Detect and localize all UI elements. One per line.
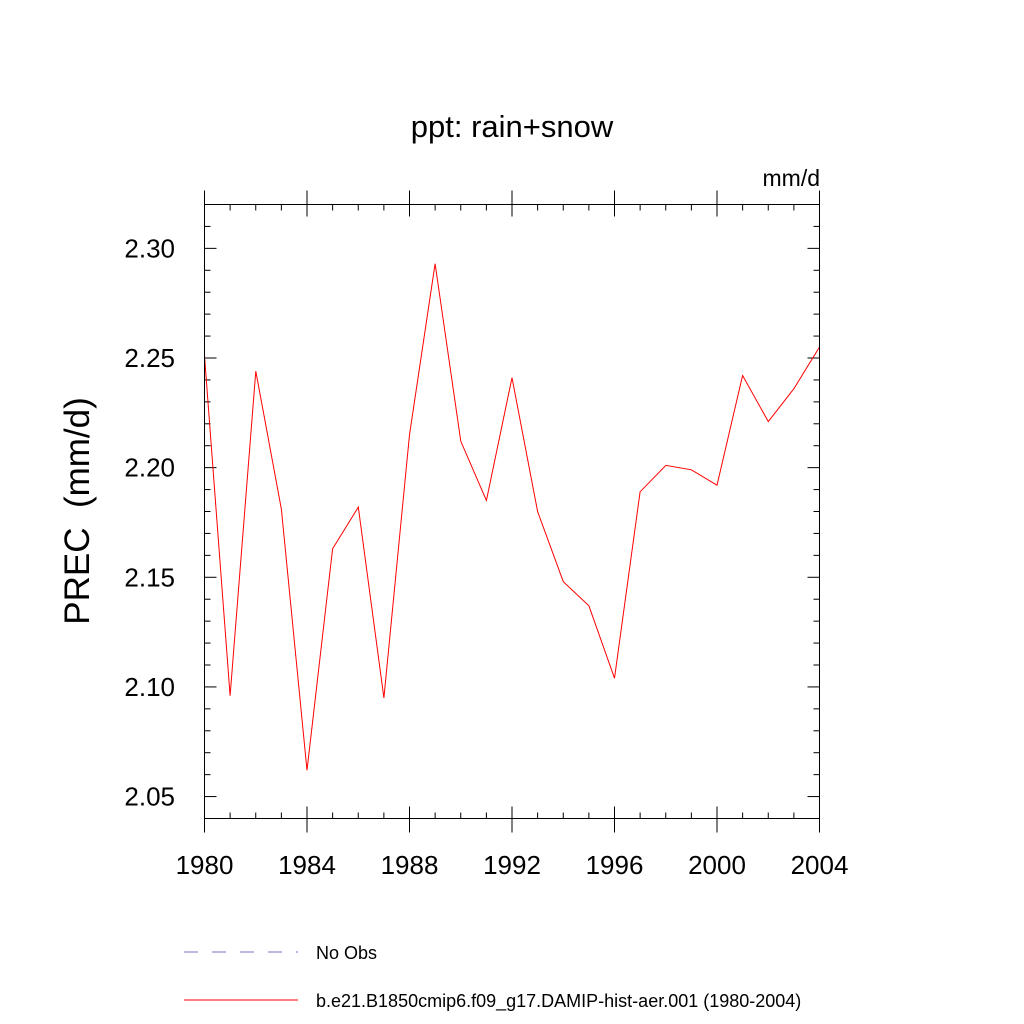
y-tick-label: 2.20 xyxy=(124,453,175,483)
series-layer xyxy=(204,263,820,771)
axis-ticks xyxy=(204,190,820,833)
y-axis-label: PREC (mm/d) xyxy=(58,397,97,625)
x-tick-label: 1996 xyxy=(586,850,644,880)
units-label: mm/d xyxy=(763,165,821,191)
x-tick-label: 1984 xyxy=(278,850,336,880)
series-line xyxy=(204,263,820,771)
chart-title: ppt: rain+snow xyxy=(411,109,614,144)
y-tick-label: 2.10 xyxy=(124,672,175,702)
legend-label-no-obs: No Obs xyxy=(316,943,377,963)
plot-frame xyxy=(204,204,820,819)
legend-label-model: b.e21.B1850cmip6.f09_g17.DAMIP-hist-aer.… xyxy=(316,991,801,1012)
y-tick-label: 2.05 xyxy=(124,782,175,812)
y-tick-label: 2.25 xyxy=(124,343,175,373)
y-tick-label: 2.30 xyxy=(124,233,175,263)
y-tick-label: 2.15 xyxy=(124,562,175,592)
x-tick-label: 1980 xyxy=(176,850,234,880)
x-tick-label: 1988 xyxy=(381,850,439,880)
legend: No Obs b.e21.B1850cmip6.f09_g17.DAMIP-hi… xyxy=(184,943,801,1012)
x-tick-labels: 1980 1984 1988 1992 1996 2000 2004 xyxy=(176,850,849,880)
x-tick-label: 2004 xyxy=(791,850,849,880)
x-tick-label: 1992 xyxy=(483,850,541,880)
x-tick-label: 2000 xyxy=(688,850,746,880)
y-tick-labels: 2.05 2.10 2.15 2.20 2.25 2.30 xyxy=(124,233,175,811)
